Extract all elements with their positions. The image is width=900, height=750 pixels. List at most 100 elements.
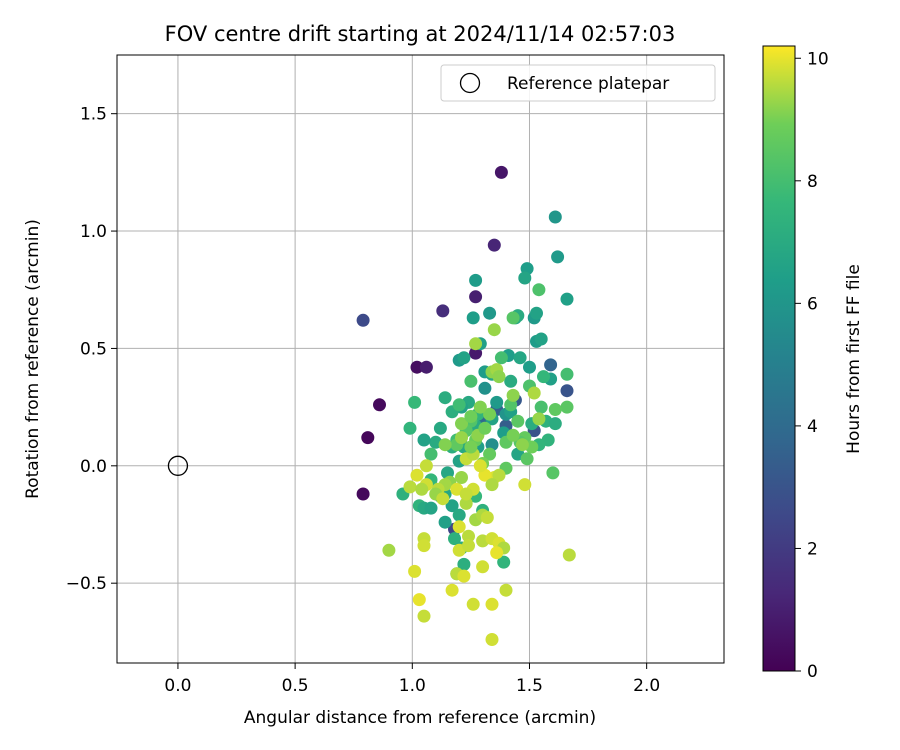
data-point — [506, 428, 520, 442]
data-point — [487, 238, 501, 252]
data-point — [506, 388, 520, 402]
data-point — [410, 468, 424, 482]
data-point — [356, 313, 370, 327]
data-point — [457, 351, 471, 365]
data-point — [445, 499, 459, 513]
data-point — [473, 459, 487, 473]
data-point — [469, 273, 483, 287]
data-point — [433, 421, 447, 435]
data-point — [382, 543, 396, 557]
data-point — [527, 386, 541, 400]
legend-box — [440, 64, 716, 102]
data-point — [436, 304, 450, 318]
data-point — [459, 496, 473, 510]
colorbar: 0 2 4 6 8 10 Hours from first FF file — [762, 45, 864, 682]
data-point — [548, 210, 562, 224]
data-point — [455, 431, 468, 445]
x-tick-label: 2.0 — [633, 676, 660, 696]
data-point — [534, 332, 548, 346]
data-point — [494, 351, 508, 365]
data-point — [490, 395, 504, 409]
data-points — [356, 165, 576, 646]
colorbar-label: Hours from first FF file — [844, 264, 864, 454]
data-point — [483, 306, 497, 320]
data-point — [424, 447, 438, 461]
data-point — [417, 609, 431, 623]
data-point — [485, 478, 499, 492]
data-point — [419, 459, 433, 473]
reference-platepar-marker — [167, 455, 189, 476]
y-tick-label: 1.5 — [80, 105, 107, 125]
colorbar-tick-label: 2 — [807, 539, 818, 559]
data-point — [403, 421, 417, 435]
data-point — [415, 482, 429, 496]
colorbar-tick-label: 10 — [807, 49, 829, 69]
data-point — [464, 410, 478, 423]
data-point — [548, 417, 562, 431]
data-point — [403, 480, 417, 494]
data-point — [373, 398, 386, 412]
data-point — [487, 323, 501, 337]
data-point — [537, 370, 550, 384]
data-point — [438, 438, 452, 452]
data-point — [452, 520, 466, 534]
y-tick-label: 0.5 — [80, 339, 107, 359]
data-point — [448, 532, 461, 546]
x-tick-label: 0.5 — [282, 676, 309, 696]
data-point — [520, 452, 534, 466]
data-point — [412, 593, 426, 607]
legend-label: Reference platepar — [507, 74, 669, 94]
data-point — [494, 165, 508, 179]
y-axis-ticks: −0.5 0.0 0.5 1.0 1.5 — [66, 105, 117, 594]
y-tick-label: 1.0 — [80, 222, 107, 242]
data-point — [464, 374, 478, 388]
colorbar-tick-label: 8 — [807, 172, 818, 192]
data-point — [445, 583, 459, 597]
data-point — [462, 529, 475, 543]
data-point — [480, 511, 494, 524]
data-point — [548, 403, 562, 416]
data-point — [534, 400, 548, 414]
data-point — [483, 407, 497, 421]
data-point — [469, 290, 483, 304]
legend: Reference platepar — [440, 64, 716, 102]
data-point — [452, 398, 466, 412]
legend-marker-icon — [459, 72, 481, 94]
colorbar-tick-label: 0 — [807, 662, 818, 682]
data-point — [560, 400, 574, 414]
data-point — [544, 358, 558, 372]
data-point — [417, 539, 431, 553]
data-point — [462, 539, 475, 553]
data-point — [455, 471, 468, 484]
data-point — [497, 555, 511, 569]
data-point — [459, 487, 473, 501]
data-point — [356, 487, 370, 501]
data-point — [436, 492, 450, 506]
x-tick-label: 1.5 — [516, 676, 543, 696]
data-point — [478, 381, 492, 395]
data-point — [483, 447, 497, 461]
data-point — [499, 583, 513, 597]
data-point — [513, 351, 527, 365]
chart-title: FOV centre drift starting at 2024/11/14 … — [165, 22, 676, 46]
data-point — [515, 438, 529, 452]
data-point — [532, 412, 546, 426]
data-point — [511, 414, 525, 428]
data-point — [457, 569, 471, 583]
data-point — [466, 597, 480, 611]
axes-frame — [116, 54, 725, 664]
data-point — [562, 548, 576, 562]
data-point — [518, 271, 532, 285]
reference-marker-group — [167, 455, 189, 476]
data-point — [478, 421, 492, 435]
y-axis-label: Rotation from reference (arcmin) — [23, 219, 43, 499]
data-point — [560, 384, 574, 398]
grid — [117, 55, 724, 663]
data-point — [408, 564, 422, 578]
data-point — [492, 370, 506, 384]
y-tick-label: −0.5 — [66, 574, 107, 594]
data-point — [466, 311, 480, 325]
colorbar-gradient — [762, 45, 796, 672]
data-point — [485, 597, 499, 611]
